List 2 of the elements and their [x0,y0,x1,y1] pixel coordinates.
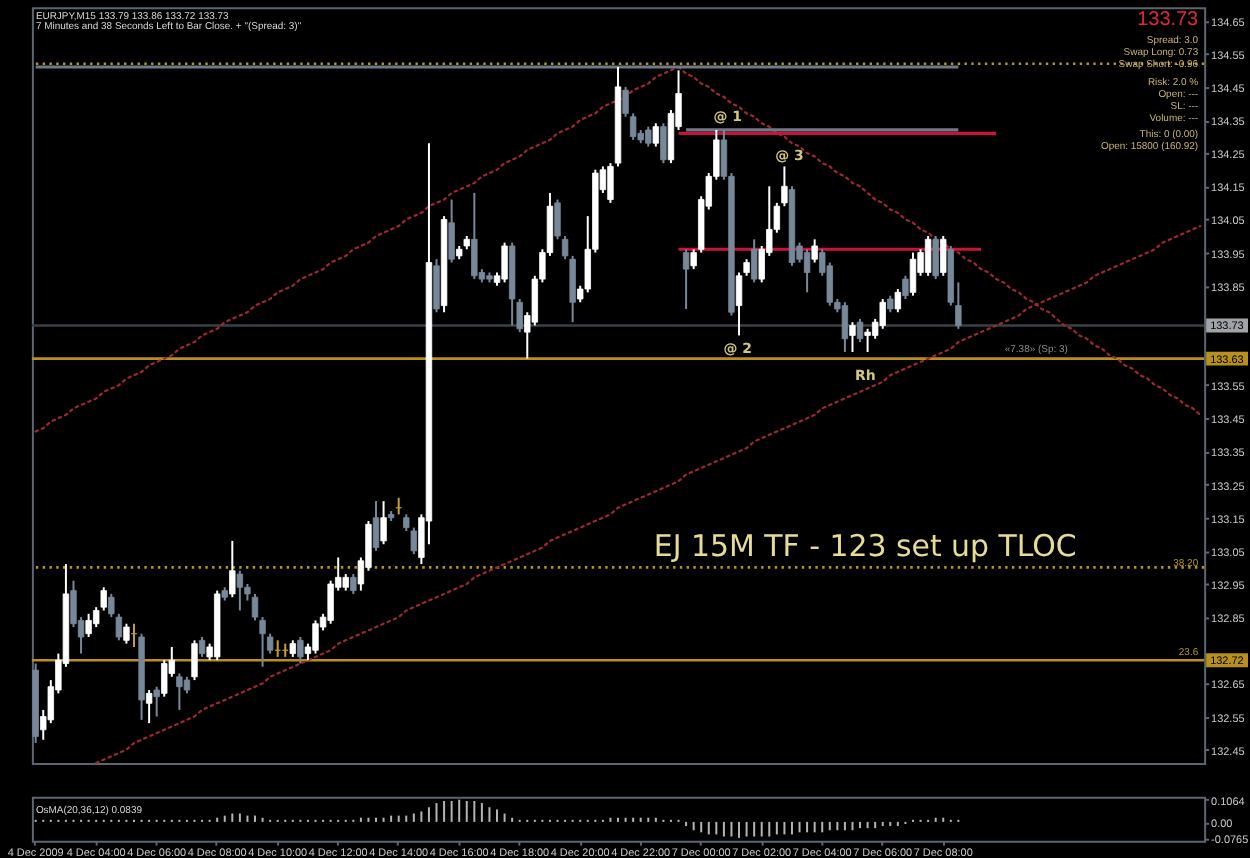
annotation: 133.73 [1137,9,1200,32]
annotation: EJ 15M TF - 123 set up TLOC [653,527,1077,564]
